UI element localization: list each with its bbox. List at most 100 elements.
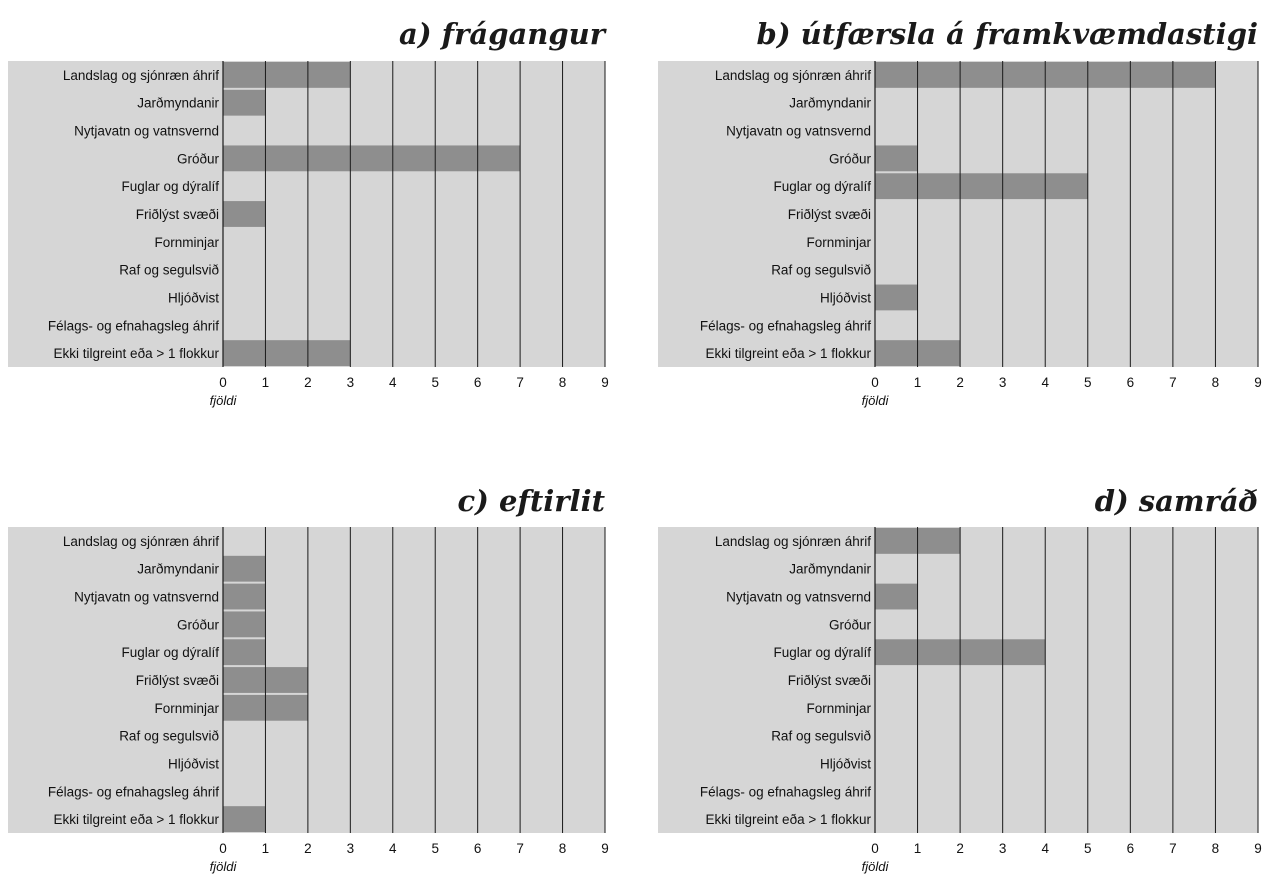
x-tick-label: 0: [871, 841, 879, 856]
bar: [223, 555, 266, 582]
bar: [223, 89, 266, 116]
x-tick-label: 3: [999, 841, 1007, 856]
category-label: Friðlýst svæði: [136, 673, 219, 688]
x-tick-label: 1: [914, 375, 922, 390]
x-tick-label: 4: [389, 841, 397, 856]
bar: [875, 145, 918, 172]
x-axis-label: fjöldi: [210, 393, 238, 408]
category-label: Raf og segulsvið: [771, 263, 871, 278]
panel-title: d) samráð: [1095, 484, 1258, 518]
category-label: Félags- og efnahagsleg áhrif: [48, 784, 219, 799]
category-label: Hljóðvist: [820, 290, 871, 305]
category-label: Friðlýst svæði: [788, 207, 871, 222]
x-tick-label: 6: [1127, 841, 1135, 856]
category-label: Raf og segulsvið: [119, 263, 219, 278]
x-axis-label: fjöldi: [862, 393, 890, 408]
category-label: Nytjavatn og vatnsvernd: [726, 590, 871, 605]
category-label: Hljóðvist: [168, 756, 219, 771]
x-tick-label: 2: [304, 841, 312, 856]
category-label: Jarðmyndanir: [137, 96, 219, 111]
panel-title: c) eftirlit: [457, 484, 605, 518]
bar: [875, 284, 918, 311]
bar: [875, 583, 918, 610]
category-label: Landslag og sjónræn áhrif: [63, 534, 219, 549]
x-tick-label: 3: [347, 375, 355, 390]
x-axis-label: fjöldi: [862, 859, 890, 874]
x-tick-label: 7: [516, 841, 524, 856]
x-tick-label: 3: [999, 375, 1007, 390]
x-tick-label: 0: [219, 375, 227, 390]
x-tick-label: 5: [1084, 841, 1092, 856]
x-tick-label: 9: [1254, 841, 1262, 856]
category-label: Fornminjar: [806, 701, 871, 716]
x-tick-label: 8: [1212, 375, 1220, 390]
category-label: Félags- og efnahagsleg áhrif: [700, 318, 871, 333]
x-tick-label: 6: [1127, 375, 1135, 390]
category-label: Ekki tilgreint eða > 1 flokkur: [706, 346, 872, 361]
category-label: Jarðmyndanir: [789, 562, 871, 577]
category-label: Ekki tilgreint eða > 1 flokkur: [54, 346, 220, 361]
panel-title: a) frágangur: [399, 17, 608, 51]
x-tick-label: 2: [956, 841, 964, 856]
x-tick-label: 9: [601, 375, 609, 390]
plot-background: [8, 61, 605, 367]
x-tick-label: 6: [474, 841, 482, 856]
category-label: Fuglar og dýralíf: [773, 179, 871, 194]
chart-panel-a: Landslag og sjónræn áhrif Jarðmyndanir Nyt…: [8, 17, 609, 408]
x-tick-label: 8: [559, 375, 567, 390]
panel-title: b) útfærsla á framkvæmdastigi: [757, 17, 1258, 51]
x-tick-label: 9: [601, 841, 609, 856]
category-label: Fornminjar: [154, 235, 219, 250]
x-tick-label: 4: [1041, 375, 1049, 390]
plot-background: [658, 61, 1258, 367]
bar: [223, 62, 351, 88]
category-label: Ekki tilgreint eða > 1 flokkur: [54, 812, 220, 827]
x-tick-label: 0: [871, 375, 879, 390]
category-label: Gróður: [829, 617, 872, 632]
category-label: Félags- og efnahagsleg áhrif: [700, 784, 871, 799]
plot-background: [658, 527, 1258, 833]
chart-panel-b: Landslag og sjónræn áhrif Jarðmyndanir Nyt…: [658, 17, 1262, 408]
chart-panel-c: Landslag og sjónræn áhrif Jarðmyndanir Nyt…: [8, 484, 609, 874]
bar: [223, 639, 266, 666]
x-tick-label: 7: [516, 375, 524, 390]
category-label: Landslag og sjónræn áhrif: [715, 534, 871, 549]
category-label: Raf og segulsvið: [119, 729, 219, 744]
bar: [223, 806, 266, 832]
x-tick-label: 1: [262, 375, 270, 390]
category-label: Landslag og sjónræn áhrif: [715, 68, 871, 83]
category-label: Landslag og sjónræn áhrif: [63, 68, 219, 83]
bar: [223, 340, 351, 366]
category-label: Nytjavatn og vatnsvernd: [726, 124, 871, 139]
x-tick-label: 5: [1084, 375, 1092, 390]
category-label: Friðlýst svæði: [136, 207, 219, 222]
x-tick-label: 4: [1041, 841, 1049, 856]
category-label: Jarðmyndanir: [789, 96, 871, 111]
x-tick-label: 7: [1169, 841, 1177, 856]
category-label: Gróður: [829, 151, 872, 166]
x-axis-label: fjöldi: [210, 859, 238, 874]
bar: [223, 583, 266, 610]
x-tick-label: 1: [914, 841, 922, 856]
category-label: Hljóðvist: [168, 290, 219, 305]
x-tick-label: 2: [956, 375, 964, 390]
category-label: Nytjavatn og vatnsvernd: [74, 590, 219, 605]
x-tick-label: 1: [262, 841, 270, 856]
x-tick-label: 5: [431, 841, 439, 856]
category-label: Gróður: [177, 151, 220, 166]
x-tick-label: 3: [347, 841, 355, 856]
category-label: Ekki tilgreint eða > 1 flokkur: [706, 812, 872, 827]
category-label: Friðlýst svæði: [788, 673, 871, 688]
bar: [223, 611, 266, 638]
bar: [875, 173, 1088, 200]
bar: [223, 145, 521, 172]
category-label: Félags- og efnahagsleg áhrif: [48, 318, 219, 333]
category-label: Fornminjar: [154, 701, 219, 716]
x-tick-label: 4: [389, 375, 397, 390]
x-tick-label: 7: [1169, 375, 1177, 390]
x-tick-label: 8: [559, 841, 567, 856]
x-tick-label: 5: [431, 375, 439, 390]
chart-panel-d: Landslag og sjónræn áhrif Jarðmyndanir Nyt…: [658, 484, 1262, 874]
category-label: Fuglar og dýralíf: [121, 179, 219, 194]
category-label: Jarðmyndanir: [137, 562, 219, 577]
